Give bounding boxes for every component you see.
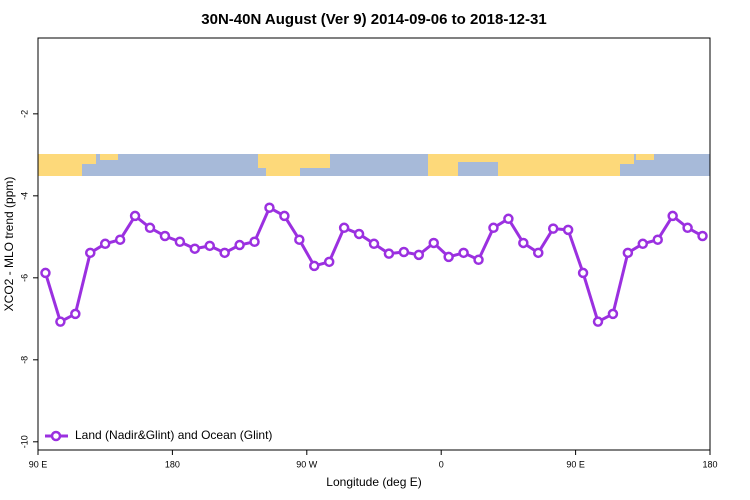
data-point [473,254,484,266]
data-point [413,249,425,261]
data-point [294,234,305,245]
data-point [458,247,469,259]
y-axis-label: XCO2 - MLO trend (ppm) [2,177,16,312]
data-point [129,210,141,222]
data-point [174,236,186,247]
x-tick-label: 180 [702,459,717,469]
data-point [55,316,66,327]
x-tick-label: 180 [165,459,180,469]
y-tick-label: -4 [19,192,29,200]
map-strip [38,154,710,176]
data-point [338,222,350,234]
legend: Land (Nadir&Glint) and Ocean (Glint) [45,428,272,442]
data-point [488,222,499,234]
legend-label: Land (Nadir&Glint) and Ocean (Glint) [75,428,272,442]
y-tick-label: -8 [19,356,29,364]
y-tick-label: -6 [19,274,29,282]
data-point [309,260,320,272]
data-point [667,210,678,222]
data-point [368,238,380,250]
data-point [264,202,275,213]
data-point [219,247,230,259]
data-point [562,224,574,236]
data-point [249,236,260,247]
data-point [189,243,201,254]
data-point [637,238,649,250]
data-point [428,237,439,249]
data-point [682,222,693,234]
data-point [697,230,708,242]
x-axis-label: Longitude (deg E) [326,475,421,489]
data-point [383,248,395,259]
data-point [398,246,410,258]
data-point [533,247,544,259]
data-point [40,267,51,279]
data-point [353,228,365,240]
data-point [592,316,604,327]
data-point [204,240,215,252]
y-tick-label: -10 [19,435,29,448]
y-tick-label: -2 [19,110,29,118]
data-point [577,267,589,279]
x-tick-label: 90 W [296,459,318,469]
data-point [622,247,634,259]
data-point [70,308,81,320]
x-tick-label: 90 E [566,459,585,469]
data-point [99,238,111,250]
plot-frame [37,37,711,451]
data-point [547,223,559,234]
series-line [44,205,704,324]
data-point [323,256,335,268]
data-point [114,234,126,245]
data-point [234,239,245,251]
data-point [443,251,454,263]
data-point [652,234,663,245]
data-point [279,210,290,222]
data-point [518,237,529,249]
x-tick-label: 0 [439,459,444,469]
data-point [144,222,156,234]
legend-marker [50,430,62,442]
data-point [85,247,96,259]
data-point [503,213,514,225]
data-point [607,308,619,320]
chart-title: 30N-40N August (Ver 9) 2014-09-06 to 201… [201,11,546,28]
data-point [159,230,171,242]
x-tick-label: 90 E [29,459,48,469]
